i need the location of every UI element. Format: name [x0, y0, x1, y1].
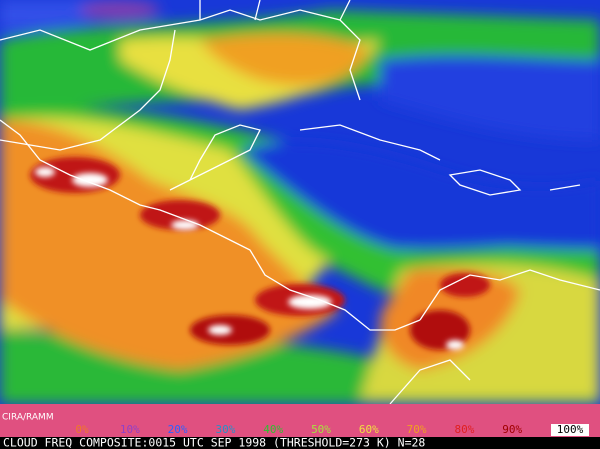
- legend-label: 100%: [557, 423, 584, 436]
- legend-label: 60%: [359, 423, 379, 436]
- legend-label: 80%: [454, 423, 474, 436]
- legend-box: [551, 424, 589, 436]
- legend-label: 0%: [75, 423, 89, 436]
- legend-label: 20%: [168, 423, 188, 436]
- legend-label: 30%: [215, 423, 235, 436]
- legend-label: 70%: [407, 423, 427, 436]
- legend-bar: [0, 404, 600, 437]
- legend-label: 10%: [120, 423, 140, 436]
- coastlines: [0, 0, 600, 405]
- legend: 0% 10% 20% 30% 40% 50% 60% 70% 80% 90% 100%: [75, 423, 589, 436]
- legend-label: 40%: [263, 423, 283, 436]
- legend-label: 90%: [502, 423, 522, 436]
- caption: CLOUD FREQ COMPOSITE:0015 UTC SEP 1998 (…: [3, 436, 425, 449]
- caption-bar: [0, 437, 600, 449]
- logo-text: CIRA/RAMM: [2, 413, 54, 423]
- cloud-field: [0, 0, 600, 404]
- legend-label: 50%: [311, 423, 331, 436]
